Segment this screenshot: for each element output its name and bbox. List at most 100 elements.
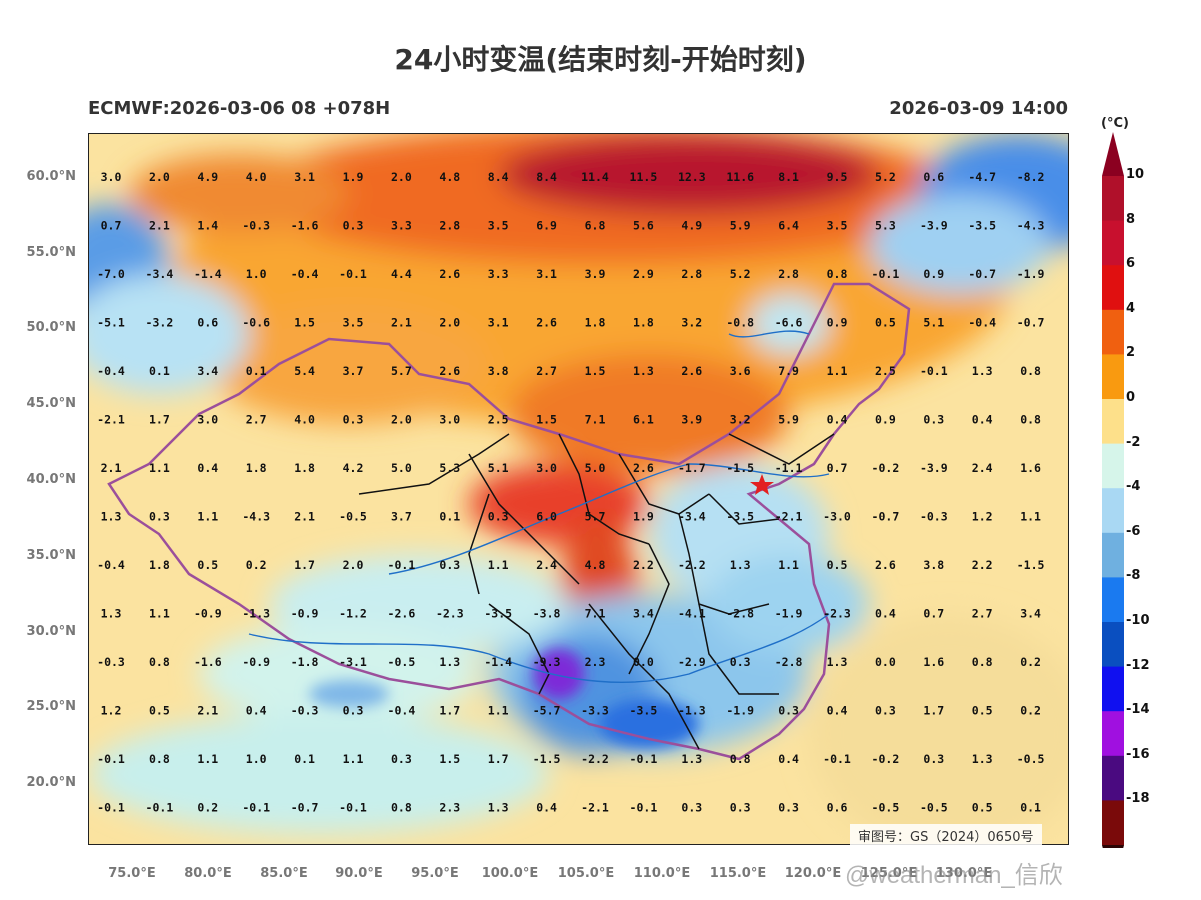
grid-value: 3.8 — [488, 364, 509, 378]
grid-value: -1.6 — [291, 219, 319, 233]
grid-value: -5.7 — [533, 704, 561, 718]
grid-value: -0.5 — [1017, 752, 1045, 766]
grid-value: -0.1 — [97, 752, 125, 766]
grid-value: 5.0 — [585, 461, 606, 475]
grid-value: 4.2 — [343, 461, 364, 475]
grid-value: 1.1 — [149, 607, 170, 621]
colorbar-tick-label: 2 — [1126, 345, 1136, 361]
grid-value: -4.3 — [242, 510, 270, 524]
grid-value: 0.5 — [197, 558, 218, 572]
grid-value: 3.4 — [633, 607, 654, 621]
grid-value: 1.3 — [972, 364, 993, 378]
grid-value: 2.4 — [536, 558, 557, 572]
grid-value: 1.9 — [633, 510, 654, 524]
grid-value: 1.2 — [972, 510, 993, 524]
grid-value: -4.1 — [678, 607, 706, 621]
grid-value: 0.5 — [972, 704, 993, 718]
grid-value: -0.9 — [242, 655, 270, 669]
grid-value: -0.4 — [388, 704, 416, 718]
grid-value: 6.0 — [536, 510, 557, 524]
grid-value: -4.7 — [968, 170, 996, 184]
grid-value: 0.1 — [149, 364, 170, 378]
grid-value: -2.3 — [823, 607, 851, 621]
grid-value: 1.9 — [343, 170, 364, 184]
grid-value: -1.1 — [775, 461, 803, 475]
grid-value: 2.6 — [536, 316, 557, 330]
country-border — [107, 282, 911, 761]
grid-value: 2.5 — [488, 413, 509, 427]
grid-value: -2.1 — [97, 413, 125, 427]
grid-value: 5.2 — [730, 267, 751, 281]
colorbar-segment — [1102, 354, 1124, 400]
grid-value: -1.5 — [726, 461, 754, 475]
grid-value: -1.8 — [291, 655, 319, 669]
grid-value: 0.3 — [778, 704, 799, 718]
grid-value: 0.0 — [875, 655, 896, 669]
grid-value: 5.3 — [875, 219, 896, 233]
lon-label: 90.0°E — [335, 866, 383, 881]
grid-value: -1.3 — [678, 704, 706, 718]
grid-value: -3.2 — [146, 316, 174, 330]
colorbar-segment — [1102, 532, 1124, 578]
grid-value: 5.7 — [391, 364, 412, 378]
grid-value: 5.7 — [585, 510, 606, 524]
grid-value: -4.3 — [1017, 219, 1045, 233]
lon-label: 115.0°E — [709, 866, 767, 881]
grid-value: 2.4 — [972, 461, 993, 475]
grid-value: -1.3 — [242, 607, 270, 621]
grid-value: 1.8 — [585, 316, 606, 330]
colorbar-tick-label: -10 — [1126, 613, 1150, 628]
grid-value: 2.3 — [585, 655, 606, 669]
grid-value: 2.1 — [101, 461, 122, 475]
grid-value: 3.2 — [681, 316, 702, 330]
grid-value: -3.0 — [823, 510, 851, 524]
grid-value: 3.9 — [681, 413, 702, 427]
grid-value: -0.9 — [291, 607, 319, 621]
colorbar-segment — [1102, 711, 1124, 757]
grid-value: 5.3 — [439, 461, 460, 475]
grid-value: -0.3 — [97, 655, 125, 669]
lon-label: 75.0°E — [108, 866, 156, 881]
grid-value: -2.8 — [775, 655, 803, 669]
grid-value: -9.3 — [533, 655, 561, 669]
grid-value: -0.2 — [872, 461, 900, 475]
grid-value: 2.6 — [439, 364, 460, 378]
grid-value: 1.1 — [343, 752, 364, 766]
grid-value: -1.5 — [1017, 558, 1045, 572]
grid-value: 3.8 — [923, 558, 944, 572]
grid-value: 5.1 — [488, 461, 509, 475]
lon-label: 100.0°E — [481, 866, 539, 881]
grid-value: -0.2 — [872, 752, 900, 766]
grid-value: 3.3 — [488, 267, 509, 281]
grid-value: 3.0 — [439, 413, 460, 427]
lat-label: 60.0°N — [26, 169, 76, 184]
colorbar-segment — [1102, 309, 1124, 355]
grid-value: 1.3 — [101, 510, 122, 524]
grid-value: 2.2 — [972, 558, 993, 572]
grid-value: 3.2 — [730, 413, 751, 427]
grid-value: -3.5 — [968, 219, 996, 233]
temperature-change-map[interactable]: 3.0 2.0 4.9 4.0 3.1 1.9 2.0 4.8 8.4 8.4 11.4 11.5 12… — [88, 133, 1069, 845]
grid-value: -1.9 — [1017, 267, 1045, 281]
grid-value: 6.8 — [585, 219, 606, 233]
grid-value: 0.3 — [730, 801, 751, 815]
colorbar-tick-label: 4 — [1126, 300, 1136, 316]
grid-value: 0.2 — [246, 558, 267, 572]
grid-value: 1.7 — [149, 413, 170, 427]
grid-value: 9.5 — [827, 170, 848, 184]
colorbar-tick-label: -4 — [1126, 479, 1141, 495]
grid-value: 1.5 — [536, 413, 557, 427]
grid-value: -0.5 — [388, 655, 416, 669]
lon-label: 85.0°E — [260, 866, 308, 881]
lat-label: 50.0°N — [26, 320, 76, 335]
grid-value: 2.1 — [294, 510, 315, 524]
grid-value: -0.9 — [194, 607, 222, 621]
grid-value: -3.5 — [726, 510, 754, 524]
grid-value: -1.6 — [194, 655, 222, 669]
grid-value: 0.8 — [1020, 413, 1041, 427]
grid-value: 1.7 — [294, 558, 315, 572]
grid-value: 2.2 — [633, 558, 654, 572]
grid-value: 3.3 — [391, 219, 412, 233]
grid-value: 0.8 — [972, 655, 993, 669]
grid-value: 2.8 — [439, 219, 460, 233]
